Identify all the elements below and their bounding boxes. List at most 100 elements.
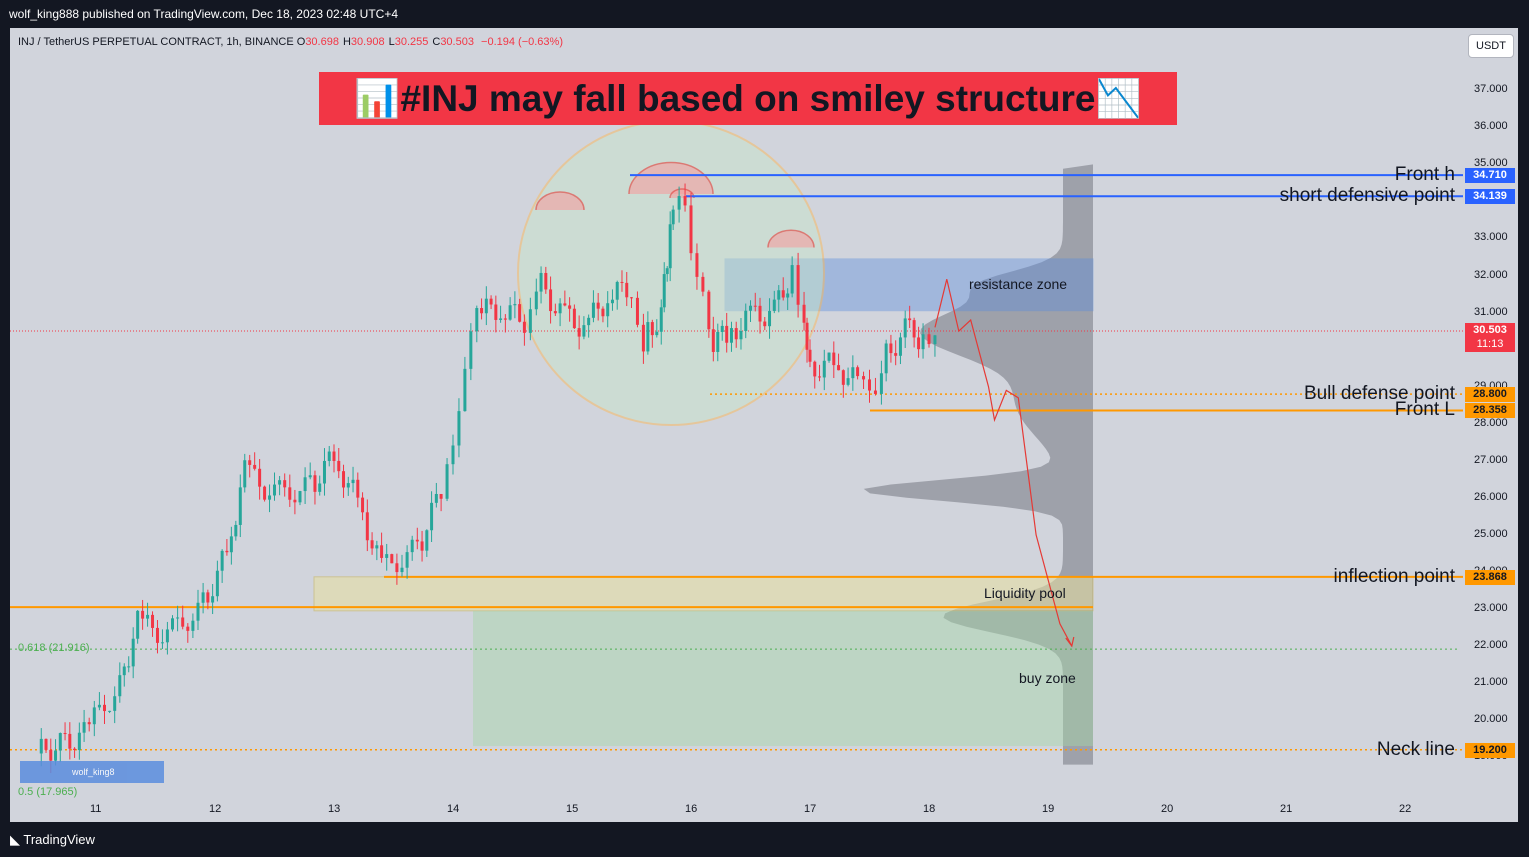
candle-body <box>181 617 185 627</box>
candle-body <box>707 291 711 330</box>
x-tick-label: 19 <box>1042 803 1055 815</box>
candle-body <box>879 373 883 394</box>
liquidity-pool-box <box>313 576 1094 612</box>
candle-body <box>405 552 409 568</box>
chart-area[interactable]: INJ / TetherUS PERPETUAL CONTRACT, 1h, B… <box>10 28 1518 822</box>
candle-body <box>220 550 224 571</box>
y-tick-label: 31.000 <box>1474 305 1508 318</box>
candle-body <box>313 475 317 492</box>
fib-label-0618: 0.618 (21.916) <box>18 642 90 655</box>
candle-body <box>513 304 517 306</box>
candle-body <box>97 704 101 708</box>
candle-body <box>141 610 145 619</box>
y-tick-label: 32.000 <box>1474 268 1508 281</box>
candle-body <box>808 349 812 362</box>
candle-body <box>44 738 48 750</box>
candle-body <box>933 335 937 345</box>
user-tag[interactable]: wolf_king8 <box>20 761 164 783</box>
candle-body <box>772 299 776 311</box>
price-tag: 34.710 <box>1465 168 1515 184</box>
candle-body <box>572 308 576 329</box>
annotation-label: Bull defense point <box>1303 383 1455 405</box>
ohlc-values: O30.698 H30.908 L30.255 C30.503 <box>297 36 478 48</box>
candle-body <box>415 539 419 542</box>
candle-body <box>641 324 645 352</box>
candle-body <box>430 502 434 531</box>
candle-body <box>528 309 532 333</box>
candle-body <box>92 707 96 725</box>
candle-body <box>625 282 629 298</box>
y-tick-label: 33.000 <box>1474 231 1508 244</box>
candle-body <box>563 303 567 306</box>
candle-body <box>650 322 654 336</box>
candle-body <box>630 297 633 299</box>
candle-body <box>278 480 282 485</box>
candle-body <box>176 617 180 619</box>
annotation-label: Neck line <box>1376 738 1455 760</box>
candle-body <box>558 303 562 314</box>
candle-body <box>898 337 902 356</box>
y-tick-label: 21.000 <box>1474 676 1508 689</box>
price-tag: 28.358 <box>1465 403 1515 419</box>
candle-body <box>768 310 772 327</box>
candle-body <box>390 554 394 564</box>
candle-body <box>77 732 81 751</box>
candle-body <box>445 464 449 499</box>
candle-body <box>894 353 898 356</box>
candle-body <box>568 305 572 309</box>
x-tick-label: 21 <box>1280 803 1293 815</box>
head-arc <box>628 161 714 195</box>
resistance-zone-box <box>724 258 1094 312</box>
candle-body <box>268 495 272 500</box>
currency-button[interactable]: USDT <box>1468 34 1514 58</box>
candle-body <box>689 205 693 254</box>
candle-body <box>796 265 800 305</box>
x-tick-label: 11 <box>90 803 102 815</box>
chart-canvas[interactable] <box>10 28 1518 822</box>
candle-body <box>385 554 389 558</box>
y-tick-label: 20.000 <box>1474 713 1508 726</box>
candle-body <box>655 331 659 336</box>
candle-body <box>332 451 336 461</box>
candle-body <box>58 733 62 751</box>
title-banner: 📊#INJ may fall based on smiley structure… <box>319 72 1177 125</box>
candle-body <box>729 328 733 343</box>
candle-body <box>49 749 53 761</box>
publish-header: wolf_king888 published on TradingView.co… <box>0 0 1529 28</box>
candle-body <box>463 368 467 412</box>
candle-body <box>677 196 681 210</box>
candle-body <box>818 376 822 378</box>
tradingview-logo[interactable]: ◣ TradingView <box>10 832 95 847</box>
candle-body <box>439 493 443 499</box>
candle-body <box>753 305 757 307</box>
symbol-info: INJ / TetherUS PERPETUAL CONTRACT, 1h, B… <box>18 36 563 48</box>
candle-body <box>577 328 581 337</box>
x-tick-label: 18 <box>923 803 936 815</box>
candle-body <box>327 451 331 461</box>
candle-body <box>494 304 498 320</box>
candle-body <box>539 272 543 292</box>
candle-body <box>248 460 252 465</box>
candle-body <box>288 487 292 500</box>
candle-body <box>518 304 522 322</box>
x-tick-label: 13 <box>328 803 341 815</box>
candle-body <box>695 253 699 277</box>
price-tag: 34.139 <box>1465 189 1515 205</box>
candle-body <box>763 321 767 327</box>
candle-body <box>171 618 174 630</box>
candle-body <box>211 596 215 603</box>
candle-body <box>802 304 806 323</box>
y-tick-label: 35.000 <box>1474 157 1508 170</box>
candle-body <box>351 479 355 484</box>
published-by: wolf_king888 published on TradingView.co… <box>9 7 399 21</box>
y-tick-label: 37.000 <box>1474 83 1508 96</box>
candle-body <box>921 334 925 350</box>
candle-body <box>103 704 106 712</box>
candle-body <box>118 675 122 697</box>
candle-body <box>380 545 384 558</box>
candle-body <box>420 541 424 551</box>
current-price-tag: 30.503 <box>1465 323 1515 338</box>
candle-body <box>480 308 484 314</box>
buy-zone-box <box>473 610 1093 747</box>
change-value: −0.194 (−0.63%) <box>481 36 563 48</box>
